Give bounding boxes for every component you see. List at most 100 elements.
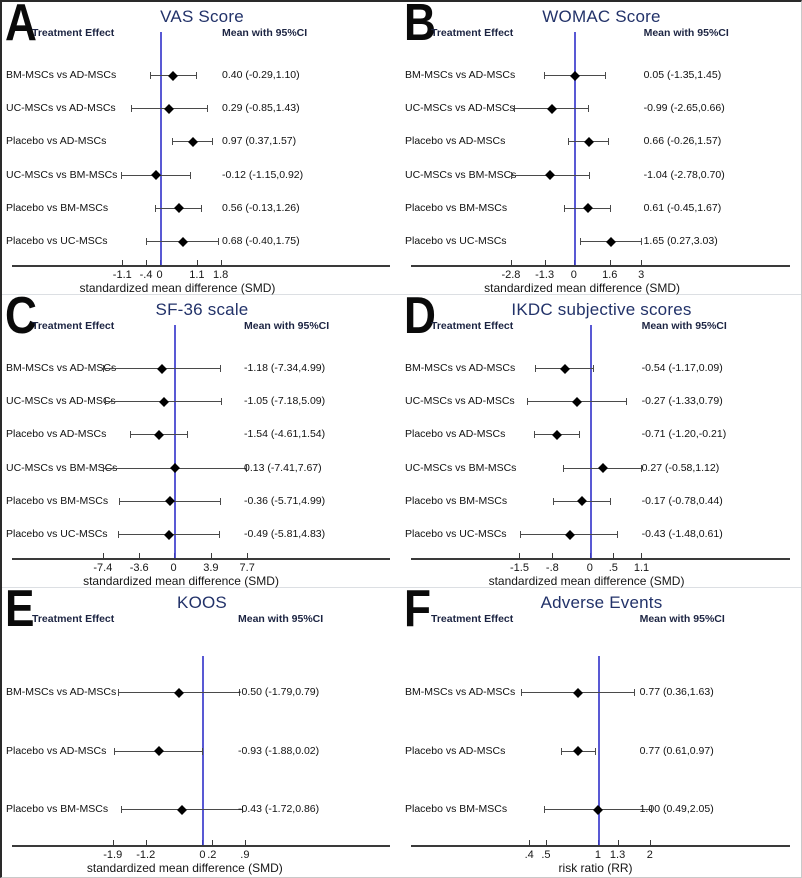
comparison-label: BM-MSCs vs AD-MSCs bbox=[405, 362, 516, 374]
ci-upper-cap bbox=[238, 689, 240, 696]
reference-line bbox=[159, 32, 162, 265]
point-estimate-marker bbox=[153, 746, 164, 756]
x-axis-tick-mark bbox=[613, 553, 615, 558]
ci-upper-cap bbox=[217, 238, 219, 245]
estimate-value-text: -0.27 (-1.33,0.79) bbox=[641, 395, 723, 408]
ci-upper-cap bbox=[579, 431, 580, 439]
x-axis-line bbox=[12, 265, 390, 267]
x-axis-tick-label: 1 bbox=[594, 849, 601, 861]
estimate-value-text: 0.29 (-0.85,1.43) bbox=[222, 102, 300, 115]
point-estimate-marker bbox=[573, 746, 584, 756]
point-estimate-marker bbox=[157, 363, 168, 374]
ci-upper-cap bbox=[593, 365, 595, 372]
estimate-value-text: 0.68 (-0.40,1.75) bbox=[222, 235, 300, 247]
ci-upper-cap bbox=[608, 138, 610, 146]
point-estimate-marker bbox=[597, 463, 608, 474]
ci-upper-cap bbox=[594, 747, 596, 755]
estimate-value-text: -1.18 (-7.34,4.99) bbox=[244, 362, 326, 374]
x-axis-tick-mark bbox=[617, 840, 619, 845]
x-axis-tick-mark bbox=[102, 553, 104, 558]
point-estimate-marker bbox=[169, 463, 180, 474]
x-axis-line bbox=[411, 265, 790, 267]
x-axis-line bbox=[411, 845, 790, 847]
comparison-label: UC-MSCs vs BM-MSCs bbox=[405, 168, 517, 181]
panel-ikdc-scores: D IKDC subjective scores Treatment Effect M… bbox=[401, 289, 801, 588]
point-estimate-marker bbox=[570, 70, 580, 81]
ci-lower-cap bbox=[104, 398, 106, 406]
comparison-label: Placebo vs BM-MSCs bbox=[405, 201, 508, 214]
estimate-value-text: 0.77 (0.61,0.97) bbox=[639, 744, 714, 757]
x-axis-tick-label: .2 bbox=[207, 849, 217, 861]
ci-lower-cap bbox=[155, 204, 157, 212]
ci-upper-cap bbox=[221, 398, 223, 406]
x-axis-tick-label: -.8 bbox=[545, 562, 559, 574]
comparison-label: Placebo vs BM-MSCs bbox=[6, 803, 109, 815]
x-axis-tick-mark bbox=[519, 553, 521, 558]
ci-lower-cap bbox=[119, 497, 120, 505]
x-axis-tick-label: -1.5 bbox=[510, 562, 529, 574]
estimate-value-text: -0.54 (-1.17,0.09) bbox=[641, 362, 723, 374]
x-axis-tick-label: 0 bbox=[570, 269, 577, 281]
ci-lower-cap bbox=[527, 398, 529, 406]
comparison-label: Placebo vs UC-MSCs bbox=[405, 235, 507, 247]
x-axis-tick-label: 1.1 bbox=[633, 562, 650, 574]
estimate-value-text: 0.56 (-0.13,1.26) bbox=[222, 201, 300, 214]
comparison-label: Placebo vs AD-MSCs bbox=[6, 135, 107, 148]
comparison-label: UC-MSCs vs AD-MSCs bbox=[405, 102, 515, 115]
estimate-value-text: 0.27 (-0.58,1.12) bbox=[641, 461, 720, 474]
x-axis-tick-mark bbox=[145, 840, 147, 845]
comparison-label: Placebo vs AD-MSCs bbox=[405, 428, 506, 441]
x-axis-line bbox=[411, 558, 790, 560]
x-axis-tick-mark bbox=[552, 553, 554, 558]
point-estimate-marker bbox=[583, 136, 594, 147]
ci-lower-cap bbox=[149, 72, 151, 79]
reference-line bbox=[173, 325, 176, 558]
ci-lower-cap bbox=[103, 365, 105, 372]
x-axis-tick-mark bbox=[641, 553, 643, 558]
point-estimate-marker bbox=[153, 429, 164, 440]
reference-line bbox=[589, 325, 592, 558]
ci-upper-cap bbox=[650, 806, 652, 813]
ci-upper-cap bbox=[187, 431, 189, 439]
x-axis-tick-label: 0 bbox=[586, 562, 593, 574]
ci-upper-cap bbox=[220, 497, 222, 505]
ci-upper-cap bbox=[245, 464, 247, 472]
comparison-label: UC-MSCs vs BM-MSCs bbox=[405, 461, 517, 474]
x-axis-tick-label: 3 bbox=[638, 269, 645, 281]
estimate-value-text: -1.54 (-4.61,1.54) bbox=[244, 428, 326, 441]
comparison-label: BM-MSCs vs AD-MSCs bbox=[405, 69, 516, 81]
x-axis-title: standardized mean difference (SMD) bbox=[484, 281, 681, 295]
point-estimate-marker bbox=[576, 496, 587, 507]
comparison-label: BM-MSCs vs AD-MSCs bbox=[6, 686, 117, 698]
panel-womac-score: B WOMAC Score Treatment Effect Mean with 95… bbox=[401, 0, 801, 295]
x-axis-line bbox=[12, 845, 390, 847]
ci-lower-cap bbox=[130, 105, 132, 113]
ci-upper-cap bbox=[220, 365, 222, 372]
ci-lower-cap bbox=[560, 747, 562, 755]
point-estimate-marker bbox=[573, 687, 584, 698]
column-header-mean-ci: Mean with 95%CI bbox=[222, 27, 308, 39]
ci-upper-cap bbox=[609, 497, 611, 505]
x-axis-tick-mark bbox=[220, 260, 222, 265]
estimate-value-text: -1.05 (-7.18,5.09) bbox=[244, 395, 326, 408]
comparison-label: Placebo vs AD-MSCs bbox=[405, 135, 506, 148]
comparison-label: Placebo vs AD-MSCs bbox=[6, 428, 107, 441]
estimate-value-text: 0.61 (-0.45,1.67) bbox=[643, 201, 722, 214]
panel-koos: E KOOS Treatment Effect Mean with 95%CI BM-M… bbox=[2, 582, 403, 877]
x-axis-tick-label: 1.3 bbox=[609, 849, 626, 861]
ci-upper-cap bbox=[218, 531, 220, 538]
estimate-value-text: -1.04 (-2.78,0.70) bbox=[643, 168, 725, 181]
panel-title: KOOS bbox=[177, 593, 227, 612]
comparison-label: BM-MSCs vs AD-MSCs bbox=[6, 69, 117, 81]
x-axis-title: standardized mean difference (SMD) bbox=[86, 861, 283, 875]
comparison-label: UC-MSCs vs AD-MSCs bbox=[6, 395, 116, 408]
column-header-treatment-effect: Treatment Effect bbox=[32, 27, 115, 39]
point-estimate-marker bbox=[572, 396, 583, 407]
x-axis-tick-label: 1.1 bbox=[189, 269, 205, 281]
x-axis-tick-label: -1.2 bbox=[136, 849, 156, 861]
point-estimate-marker bbox=[173, 203, 184, 214]
panel-letter: B bbox=[404, 0, 436, 52]
ci-lower-cap bbox=[514, 105, 516, 113]
estimate-value-text: -0.12 (-1.15,0.92) bbox=[222, 168, 304, 181]
panel-letter: C bbox=[5, 287, 37, 345]
